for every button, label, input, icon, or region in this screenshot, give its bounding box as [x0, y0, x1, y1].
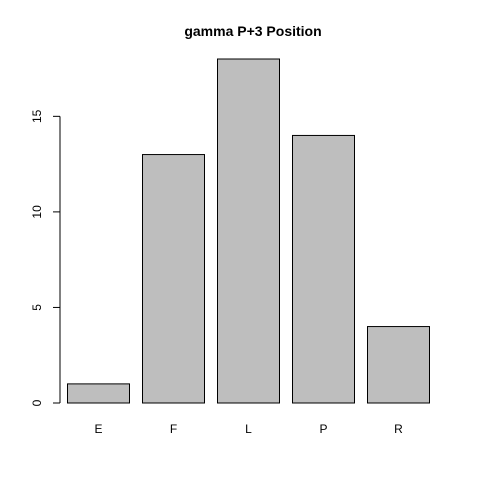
x-tick-label-P: P: [319, 422, 327, 436]
bar-R: [367, 326, 430, 404]
y-tick-label-10: 10: [30, 205, 44, 219]
y-axis: 0 5 10 15: [30, 109, 61, 406]
x-tick-label-E: E: [94, 422, 102, 436]
x-tick-label-L: L: [245, 422, 252, 436]
y-tick-label-15: 15: [30, 109, 44, 123]
x-tick-label-F: F: [170, 422, 177, 436]
chart-title: gamma P+3 Position: [184, 23, 321, 39]
y-tick-label-0: 0: [30, 399, 44, 406]
x-tick-label-R: R: [394, 422, 403, 436]
y-tick-label-5: 5: [30, 304, 44, 311]
bars-group: [67, 58, 430, 404]
bar-F: [142, 154, 205, 404]
bar-P: [292, 134, 355, 404]
bar-L: [217, 58, 280, 404]
bar-E: [67, 383, 130, 404]
